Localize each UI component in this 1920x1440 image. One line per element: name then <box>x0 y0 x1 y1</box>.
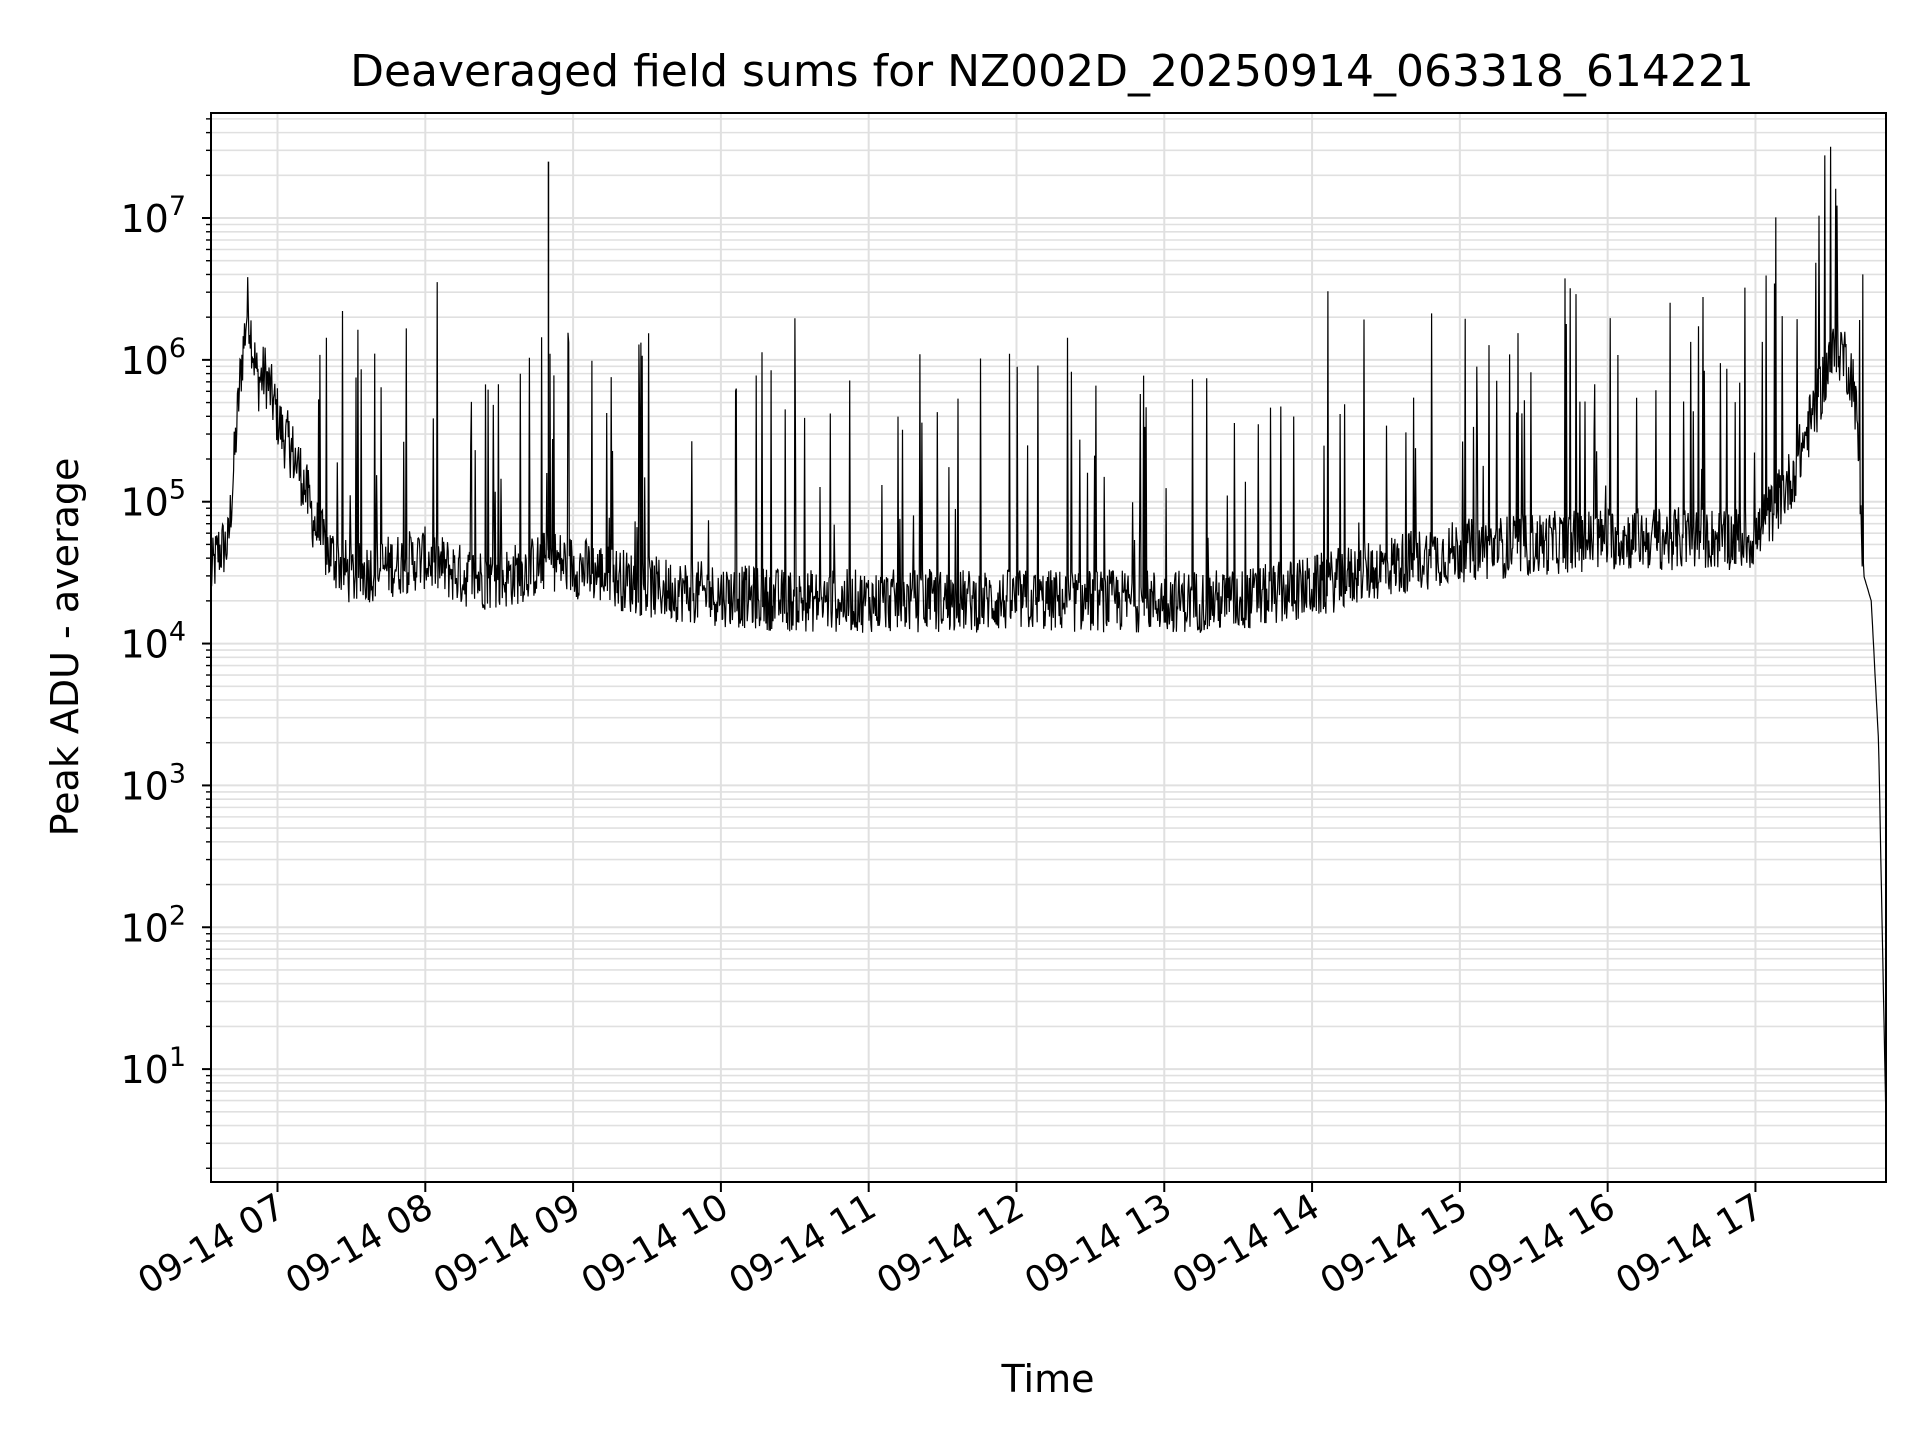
y-tick-exponent: 3 <box>169 758 186 789</box>
x-tick-label: 09-14 07 <box>131 1186 292 1302</box>
y-tick-base: 10 <box>120 623 168 667</box>
plot-frame <box>210 112 1887 1183</box>
y-tick-label: 106 <box>120 333 186 383</box>
y-tick-label: 107 <box>120 191 186 241</box>
chart-title: Deaveraged field sums for NZ002D_2025091… <box>350 46 1754 97</box>
series-line <box>210 146 1887 1126</box>
y-tick-exponent: 4 <box>169 617 186 648</box>
y-axis-label: Peak ADU - average <box>43 458 87 837</box>
y-tick-label: 104 <box>120 617 186 667</box>
y-tick-base: 10 <box>120 339 168 383</box>
y-tick-exponent: 6 <box>169 333 186 364</box>
x-tick-label: 09-14 11 <box>723 1186 884 1302</box>
x-tick-label: 09-14 16 <box>1461 1186 1622 1302</box>
x-axis-label: Time <box>1001 1357 1095 1401</box>
y-tick-label: 101 <box>120 1042 186 1092</box>
x-tick-label: 09-14 08 <box>279 1186 440 1302</box>
y-tick-base: 10 <box>120 906 168 950</box>
y-tick-exponent: 5 <box>169 475 186 506</box>
y-tick-exponent: 2 <box>169 900 186 931</box>
y-tick-base: 10 <box>120 197 168 241</box>
series-line-group <box>210 146 1887 1126</box>
grid <box>211 113 1886 1182</box>
x-tick-label: 09-14 15 <box>1314 1186 1475 1302</box>
y-tick-base: 10 <box>120 1048 168 1092</box>
x-tick-label: 09-14 12 <box>870 1186 1031 1302</box>
y-tick-base: 10 <box>120 764 168 808</box>
x-tick-label: 09-14 13 <box>1018 1186 1179 1302</box>
y-tick-label: 105 <box>120 475 186 525</box>
x-tick-label: 09-14 09 <box>427 1186 588 1302</box>
y-tick-exponent: 7 <box>169 191 186 222</box>
x-tick-label: 09-14 10 <box>575 1186 736 1302</box>
x-tick-label: 09-14 17 <box>1609 1186 1770 1302</box>
y-tick-exponent: 1 <box>169 1042 186 1073</box>
x-tick-label: 09-14 14 <box>1166 1186 1327 1302</box>
y-tick-label: 102 <box>120 900 186 950</box>
y-tick-base: 10 <box>120 481 168 525</box>
y-tick-label: 103 <box>120 758 186 808</box>
